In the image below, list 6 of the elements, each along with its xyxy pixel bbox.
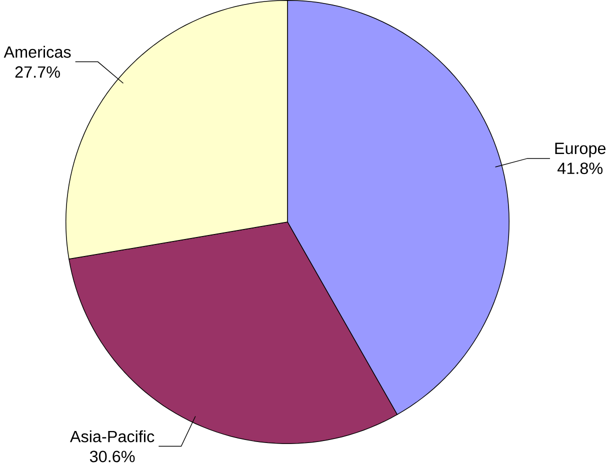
slice-label: Asia-Pacific xyxy=(70,430,154,442)
data-label: 30.6% xyxy=(90,450,135,462)
data-label: 27.7% xyxy=(15,66,60,78)
data-label: 41.8% xyxy=(557,162,603,174)
slice-label: Americas xyxy=(4,46,71,58)
slice-label: Europe xyxy=(555,142,606,158)
